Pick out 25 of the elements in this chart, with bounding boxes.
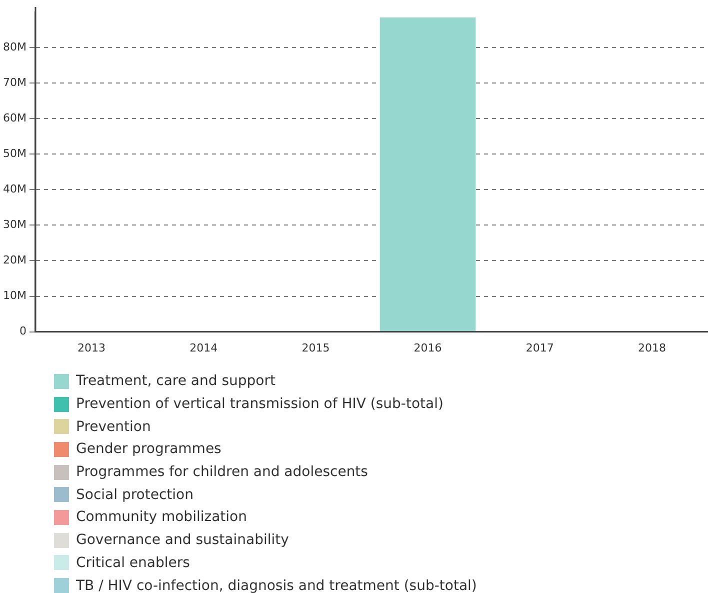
- legend-label: Programmes for children and adolescents: [76, 464, 368, 480]
- x-tick-label: 2013: [78, 341, 106, 354]
- legend-label: Prevention of vertical transmission of HIV (sub-total): [76, 396, 444, 412]
- x-tick-label: 2016: [414, 341, 442, 354]
- legend-label: Community mobilization: [76, 509, 247, 526]
- y-tick-label: 10M: [2, 289, 26, 302]
- legend-label: Social protection: [76, 486, 194, 503]
- legend-label: TB / HIV co-infection, diagnosis and treatment (sub-total): [76, 578, 477, 593]
- y-tick-label: 50M: [2, 146, 26, 160]
- y-tick-label: 40M: [2, 182, 26, 196]
- y-tick-label: 70M: [2, 76, 26, 89]
- legend-label: Governance and sustainability: [76, 532, 289, 548]
- legend-label: Gender programmes: [76, 441, 222, 458]
- legend-label: Treatment, care and support: [76, 373, 276, 390]
- x-tick-label: 2018: [638, 341, 666, 354]
- x-tick-label: 2015: [302, 341, 330, 354]
- x-tick-label: 2014: [190, 341, 218, 354]
- y-tick-label: 80M: [2, 40, 26, 54]
- y-tick-label: 0: [19, 324, 26, 338]
- x-tick-label: 2017: [526, 341, 554, 354]
- y-tick-label: 60M: [2, 111, 26, 124]
- y-tick-label: 30M: [2, 218, 26, 232]
- legend-label: Critical enablers: [76, 554, 190, 571]
- y-tick-label: 20M: [2, 254, 26, 267]
- legend-label: Prevention: [76, 418, 151, 435]
